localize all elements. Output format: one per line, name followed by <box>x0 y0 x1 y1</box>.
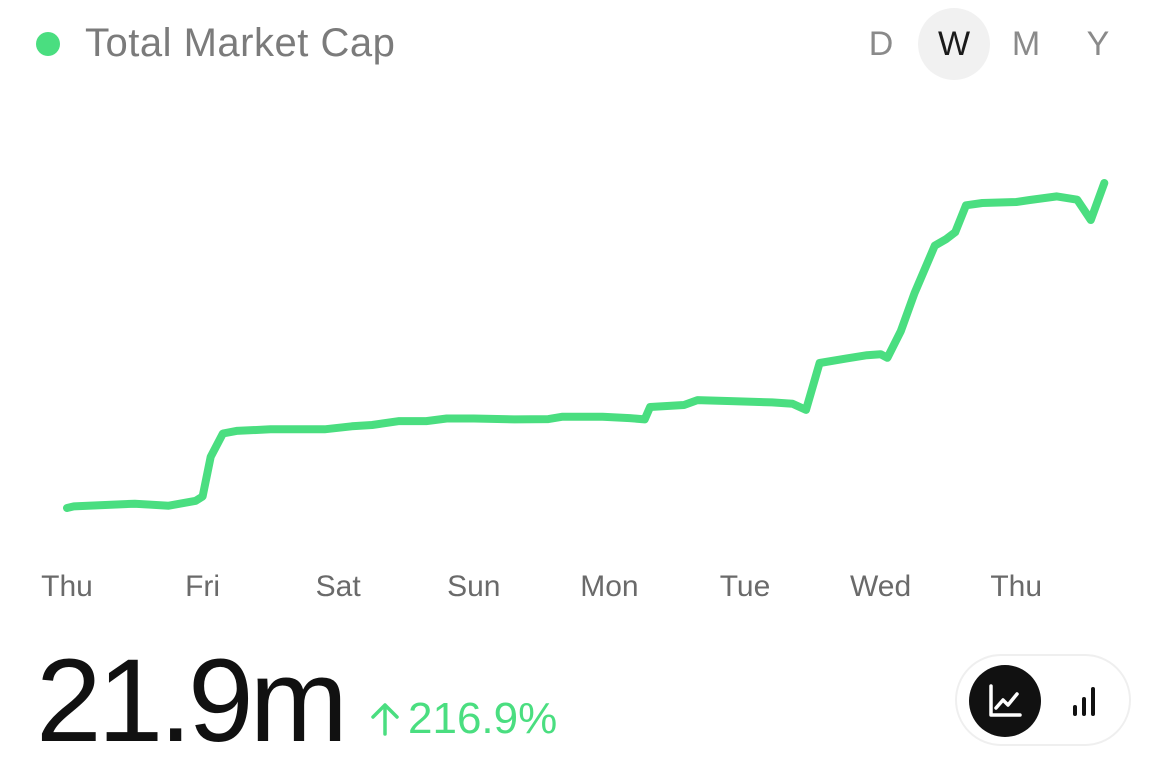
range-button-year[interactable]: Y <box>1062 8 1134 80</box>
bar-chart-icon <box>1073 687 1095 716</box>
current-value: 21.9m <box>36 635 348 765</box>
range-label-week: W <box>937 24 971 63</box>
arrow-up-icon <box>371 703 399 736</box>
percent-change-value: 216.9% <box>408 694 558 743</box>
range-button-week[interactable]: W <box>918 8 990 80</box>
x-tick-label: Mon <box>580 570 638 603</box>
line-chart-button[interactable] <box>969 665 1041 737</box>
x-tick-label: Tue <box>720 570 771 603</box>
market-cap-line-chart: Thu Fri Sat Sun Mon Tue Wed Thu <box>41 179 1109 603</box>
chart-type-toggle <box>955 654 1131 746</box>
bar-chart-button[interactable] <box>1049 665 1121 737</box>
legend-dot-icon <box>36 32 60 56</box>
range-button-month[interactable]: M <box>990 8 1062 80</box>
chart-title: Total Market Cap <box>85 21 396 65</box>
range-label-year: Y <box>1086 24 1110 63</box>
percent-change: 216.9% <box>366 694 557 744</box>
range-label-month: M <box>1011 24 1041 63</box>
x-axis: Thu Fri Sat Sun Mon Tue Wed Thu <box>41 570 1042 603</box>
x-tick-label: Sat <box>316 570 362 603</box>
x-tick-label: Thu <box>990 570 1042 603</box>
x-tick-label: Fri <box>185 570 220 603</box>
chart-header: Total Market Cap D W M Y <box>0 0 1170 90</box>
summary-footer: 21.9m 216.9% <box>0 620 1170 765</box>
x-tick-label: Wed <box>850 570 911 603</box>
time-range-selector: D W M Y <box>845 8 1145 80</box>
range-label-day: D <box>868 24 894 63</box>
x-tick-label: Sun <box>447 570 500 603</box>
series-line-total-market-cap <box>63 179 1109 512</box>
range-button-day[interactable]: D <box>845 8 917 80</box>
x-tick-label: Thu <box>41 570 93 603</box>
line-chart-icon <box>989 684 1022 717</box>
